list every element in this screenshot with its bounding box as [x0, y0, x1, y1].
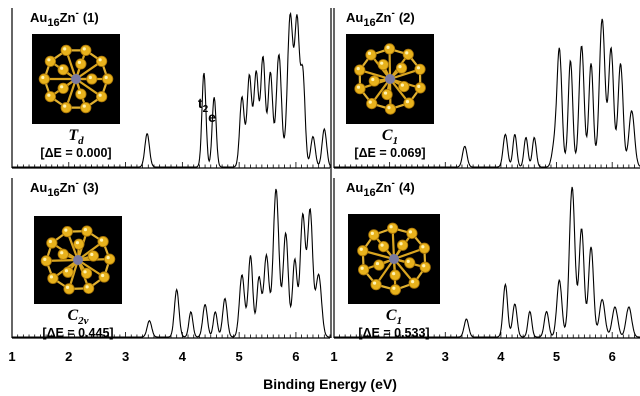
- delta-e-label: [ΔE = 0.445]: [42, 326, 113, 340]
- cluster-structure-image: [34, 216, 122, 304]
- x-tick-label: 2: [386, 349, 393, 364]
- x-tick-label: 4: [179, 349, 187, 364]
- spectrum-line: [12, 11, 331, 168]
- x-tick-label: 6: [609, 349, 616, 364]
- spectrum-line: [334, 186, 640, 338]
- cluster-structure-image: [348, 214, 440, 304]
- spectrum-line: [334, 18, 640, 168]
- cluster-structure-image: [346, 34, 434, 124]
- delta-e-label: [ΔE = 0.069]: [354, 146, 425, 160]
- cluster-label: Au16Zn- (1): [30, 8, 99, 29]
- peak-annotation: e: [208, 109, 216, 125]
- symmetry-label: C1: [386, 307, 402, 327]
- spectrum-panel-2: Au16Zn- (2) C1[ΔE = 0.069]: [333, 8, 640, 169]
- cluster-label: Au16Zn- (4): [346, 178, 415, 199]
- x-tick-label: 5: [553, 349, 560, 364]
- x-tick-label: 6: [292, 349, 299, 364]
- spectrum-panel-4: 1 2 3 4 5 6 Au16Zn- (4) C1[ΔE = 0.533]: [330, 178, 640, 364]
- spectrum-panel-3: 1 2 3 4 5 6 Au16Zn- (3) C2v[ΔE = 0.445]: [8, 178, 331, 364]
- spectrum-line: [12, 188, 330, 338]
- spectrum-panel-1: Au16Zn- (1) Td[ΔE = 0.000] t2 e: [11, 8, 331, 169]
- delta-e-label: [ΔE = 0.533]: [358, 326, 429, 340]
- x-tick-label: 2: [65, 349, 72, 364]
- symmetry-label: C2v: [67, 307, 88, 327]
- x-tick-label: 1: [330, 349, 337, 364]
- cluster-label: Au16Zn- (3): [30, 178, 99, 199]
- x-tick-label: 1: [8, 349, 15, 364]
- x-tick-label: 3: [122, 349, 129, 364]
- x-tick-label: 5: [236, 349, 243, 364]
- x-axis-title: Binding Energy (eV): [263, 376, 397, 392]
- delta-e-label: [ΔE = 0.000]: [40, 146, 111, 160]
- cluster-structure-image: [32, 34, 120, 124]
- symmetry-label: Td: [68, 127, 84, 147]
- x-tick-label: 3: [442, 349, 449, 364]
- cluster-label: Au16Zn- (2): [346, 8, 415, 29]
- symmetry-label: C1: [382, 127, 398, 147]
- x-tick-label: 4: [497, 349, 505, 364]
- peak-annotation: t2: [198, 95, 209, 115]
